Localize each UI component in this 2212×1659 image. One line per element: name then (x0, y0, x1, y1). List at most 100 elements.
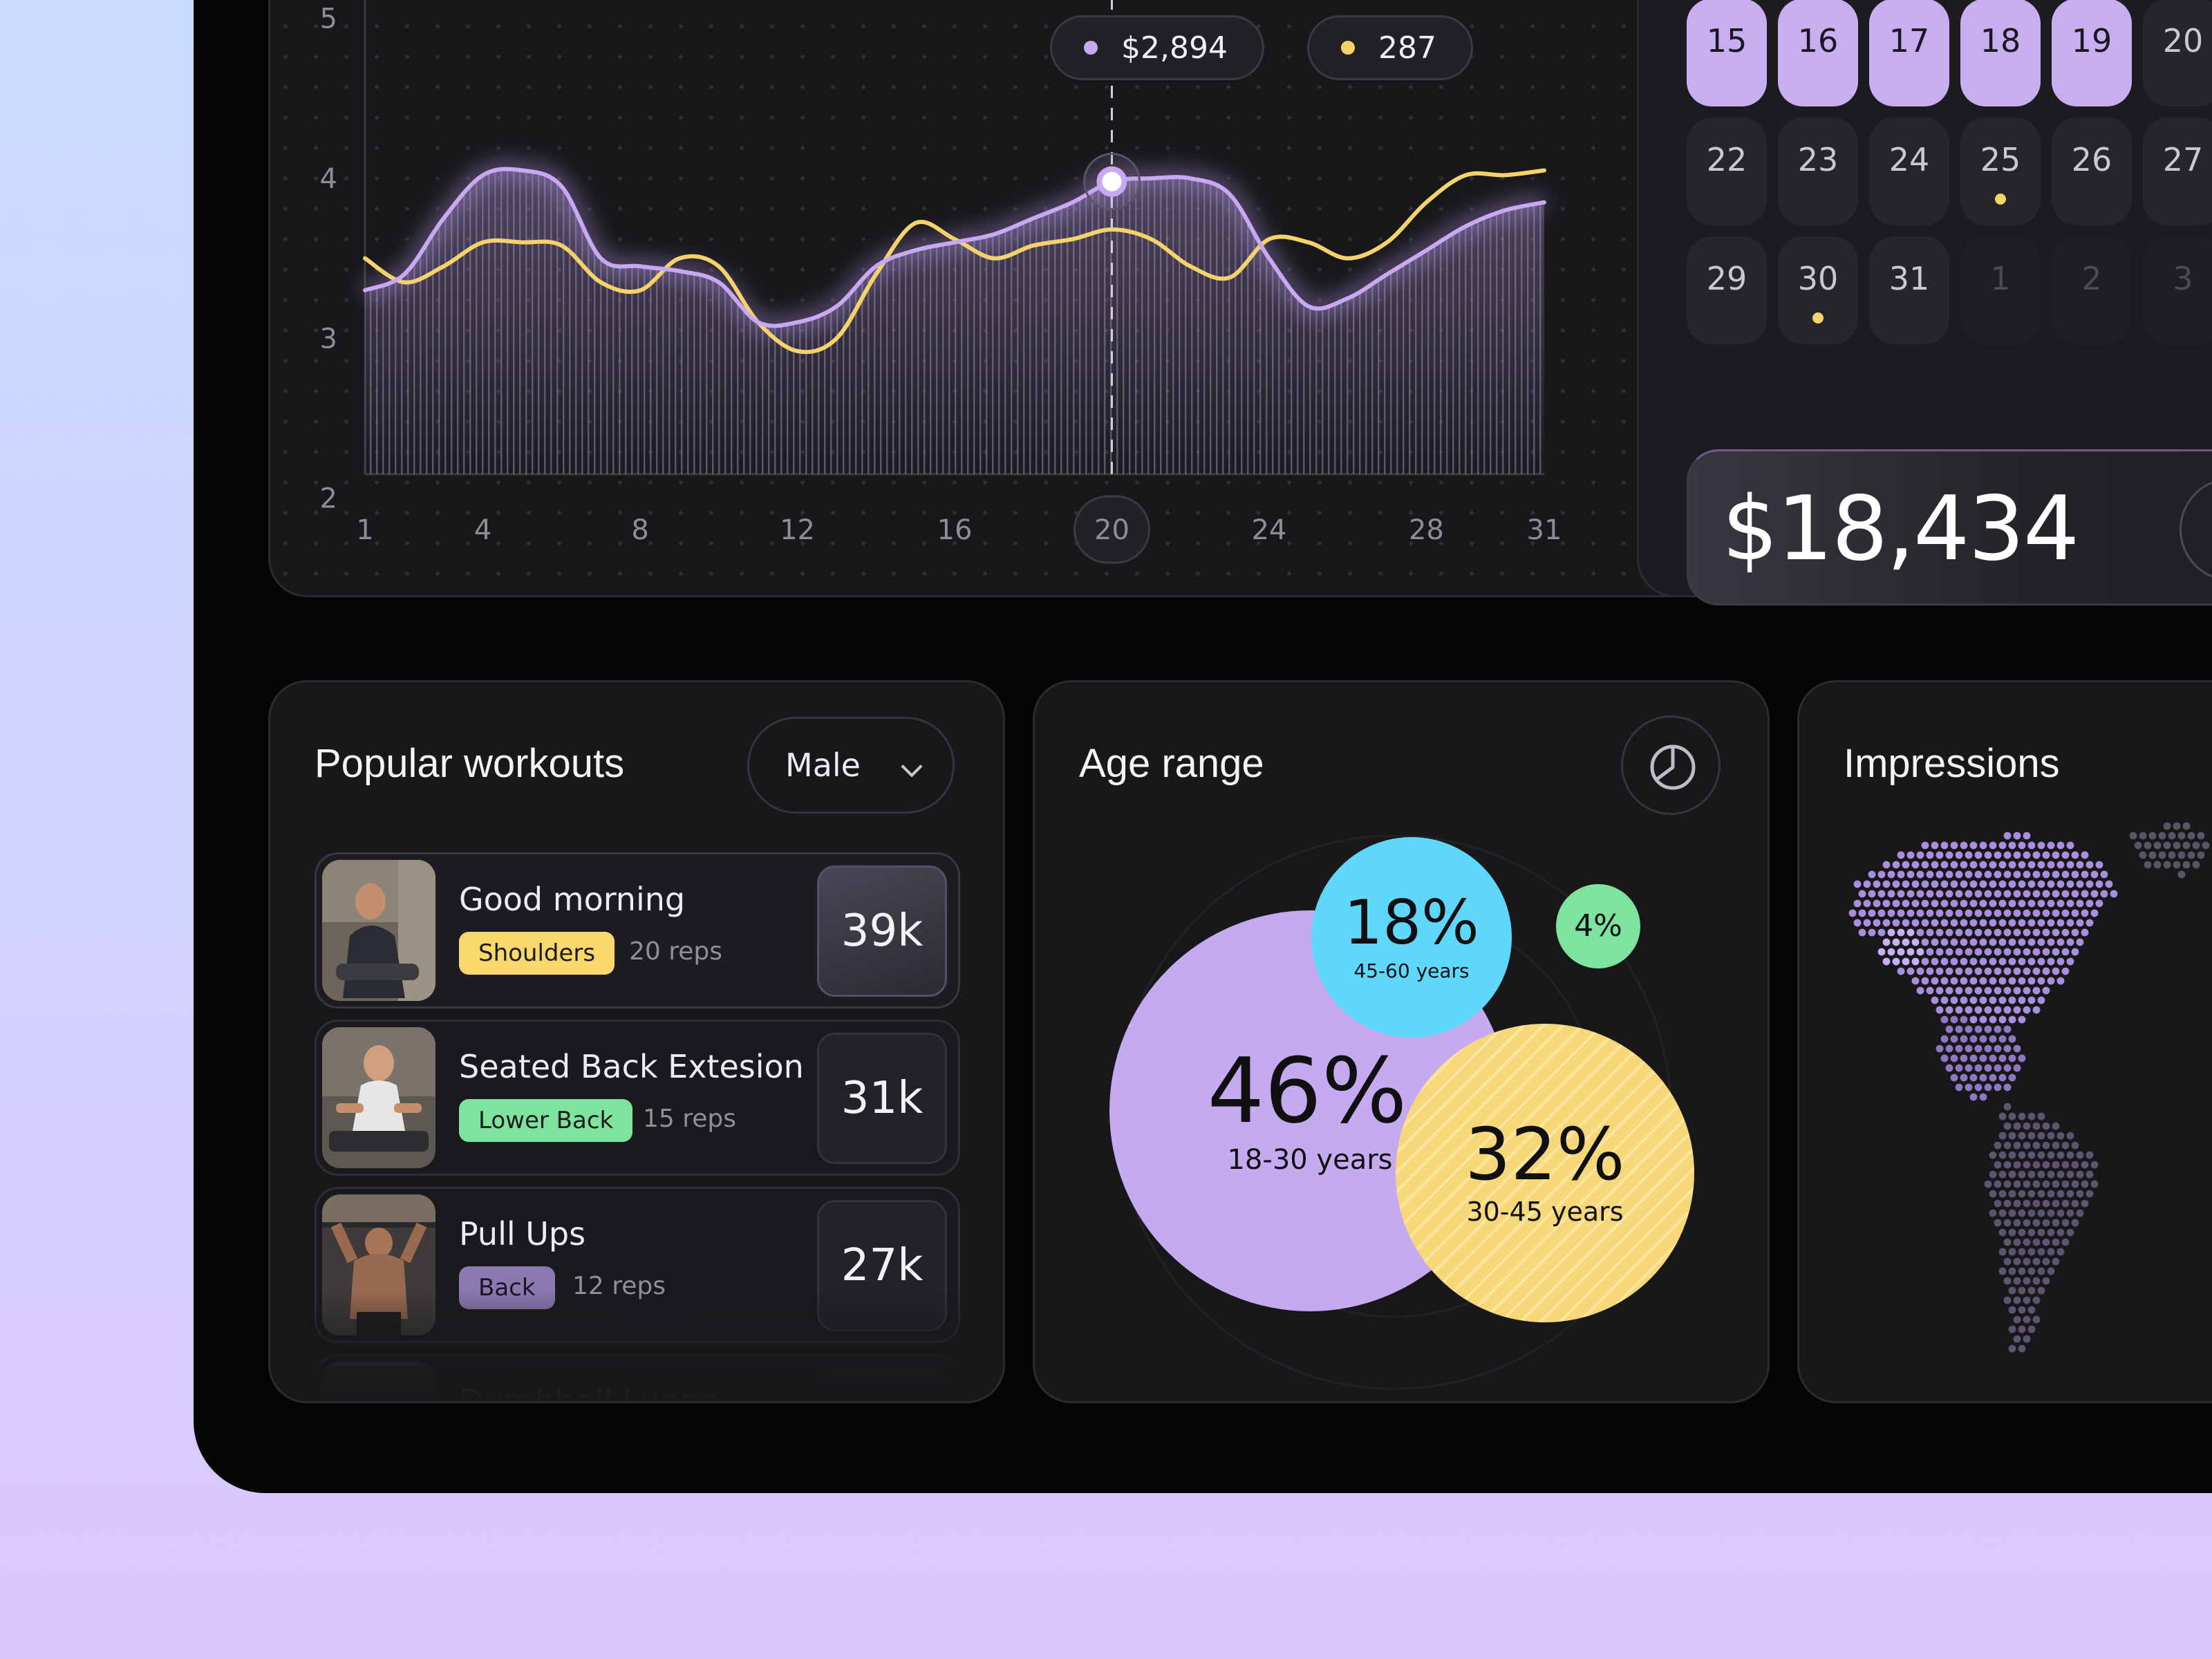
calendar-day[interactable]: 27 (2143, 118, 2212, 225)
map-dot (2042, 851, 2050, 859)
map-dot (2052, 928, 2060, 937)
map-dot (1998, 1054, 2007, 1062)
age-bubble-30-45[interactable]: 32% 30-45 years (1396, 1024, 1694, 1322)
calendar-day[interactable]: 20 (2143, 0, 2212, 106)
map-dot (1984, 1044, 1992, 1053)
workout-row[interactable]: Good morning Shoulders 20 reps 39k (315, 852, 960, 1009)
calendar-day[interactable]: 23 (1778, 118, 1858, 225)
map-dot (1960, 1015, 1968, 1024)
map-dot (2066, 880, 2074, 888)
map-dot (2018, 1132, 2026, 1140)
gender-filter-select[interactable]: Male (747, 717, 955, 814)
map-dot (2032, 928, 2041, 937)
calendar-day[interactable]: 30 (1778, 236, 1858, 344)
map-dot (1984, 1064, 1992, 1072)
calendar-day[interactable]: 29 (1687, 236, 1767, 344)
map-dot (1960, 977, 1968, 985)
calendar-day[interactable]: 2 (2052, 236, 2132, 344)
map-dot (2037, 1151, 2045, 1159)
impressions-world-map[interactable] (1799, 807, 2212, 1403)
map-dot (1940, 938, 1949, 946)
map-dot (1950, 1074, 1958, 1082)
y-tick-label: 4 (320, 163, 337, 195)
map-dot (2018, 841, 2026, 850)
purple-series-line (363, 167, 1546, 328)
pie-chart-icon[interactable] (1621, 715, 1721, 815)
calendar-day[interactable]: 15 (1687, 0, 1767, 106)
map-dot (1892, 899, 1900, 908)
map-dot (2076, 899, 2084, 908)
map-dot (2027, 1267, 2036, 1275)
map-dot (1902, 861, 1910, 869)
map-dot (1984, 948, 1992, 956)
event-dot-icon (1812, 312, 1824, 324)
calendar-day[interactable]: 22 (1687, 118, 1767, 225)
popular-workouts-card: Popular workouts Male Good morning Shoul… (268, 680, 1005, 1403)
map-dot (1955, 1006, 1963, 1014)
map-dot (2032, 1199, 2041, 1208)
calendar-day[interactable]: 26 (2052, 118, 2132, 225)
map-dot (2023, 1257, 2031, 1266)
map-dot (1969, 1074, 1978, 1082)
calendar-day[interactable]: 25 (1960, 118, 2041, 225)
total-action-button[interactable] (2180, 478, 2212, 581)
map-dot (1955, 1025, 1963, 1033)
map-dot (2008, 938, 2016, 946)
workout-row[interactable]: Seated Back Extesion Lower Back 15 reps … (315, 1020, 960, 1176)
map-dot (2144, 861, 2152, 869)
map-dot (1989, 1151, 1997, 1159)
map-dot (2008, 1132, 2016, 1140)
map-dot (1969, 899, 1978, 908)
map-dot (1955, 870, 1963, 879)
selected-day-pill[interactable] (1073, 495, 1150, 564)
map-dot (2032, 1122, 2041, 1130)
calendar-day[interactable]: 1 (1960, 236, 2041, 344)
map-dot (1931, 938, 1939, 946)
age-bubble-45-60[interactable]: 18% 45-60 years (1311, 837, 1512, 1038)
calendar-day[interactable]: 17 (1869, 0, 1949, 106)
map-dot (1998, 1209, 2007, 1217)
calendar-day[interactable]: 16 (1778, 0, 1858, 106)
map-dot (2037, 1286, 2045, 1295)
hover-point[interactable] (1096, 166, 1127, 197)
calendar-day[interactable]: 19 (2052, 0, 2132, 106)
map-dot (1974, 948, 1983, 956)
map-dot (1969, 861, 1978, 869)
map-dot (2027, 1132, 2036, 1140)
map-dot (2158, 832, 2166, 840)
calendar-day[interactable]: 31 (1869, 236, 1949, 344)
map-dot (2027, 861, 2036, 869)
map-dot (2013, 832, 2021, 840)
map-dot (2037, 1267, 2045, 1275)
calendar-day[interactable]: 3 (2143, 236, 2212, 344)
map-dot (2148, 832, 2157, 840)
map-dot (1892, 919, 1900, 927)
map-dot (2032, 1296, 2041, 1304)
calendar-day[interactable]: 24 (1869, 118, 1949, 225)
map-dot (1974, 1025, 1983, 1033)
calendar-day[interactable]: 18 (1960, 0, 2041, 106)
age-bubble-small[interactable]: 4% (1556, 884, 1640, 968)
map-dot (2018, 1286, 2026, 1295)
map-dot (2013, 948, 2021, 956)
revenue-line-chart[interactable]: 5 4 3 2 1 4 8 12 16 20 24 28 31 (270, 0, 1851, 597)
map-dot (1916, 870, 1924, 879)
map-dot (2003, 1238, 2012, 1246)
map-dot (1853, 880, 1862, 888)
map-dot (1969, 957, 1978, 966)
map-dot (1950, 938, 1958, 946)
map-dot (1974, 1006, 1983, 1014)
revenue-chart-card: 5 4 3 2 1 4 8 12 16 20 24 28 31 $2,894 287 (268, 0, 1851, 597)
map-dot (2018, 938, 2026, 946)
map-dot (2018, 1170, 2026, 1179)
map-dot (1950, 957, 1958, 966)
map-dot (1940, 957, 1949, 966)
map-dot (2047, 938, 2055, 946)
map-dot (2061, 870, 2070, 879)
map-dot (2032, 1315, 2041, 1324)
map-dot (2003, 1257, 2012, 1266)
map-dot (1955, 967, 1963, 975)
workout-name: Good morning (459, 881, 686, 918)
map-dot (1955, 851, 1963, 859)
